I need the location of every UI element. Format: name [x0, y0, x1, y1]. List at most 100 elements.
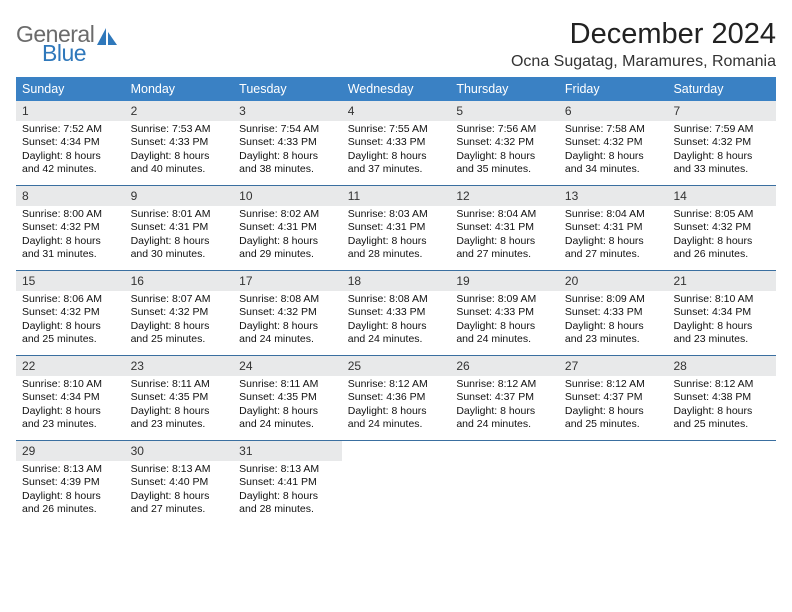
sunrise-line: Sunrise: 8:12 AM [456, 378, 553, 391]
sunrise-line: Sunrise: 8:12 AM [565, 378, 662, 391]
week-row: 1Sunrise: 7:52 AMSunset: 4:34 PMDaylight… [16, 101, 776, 186]
day-number: 14 [667, 186, 776, 206]
calendar-grid: SundayMondayTuesdayWednesdayThursdayFrid… [16, 77, 776, 525]
logo-sail-icon [97, 28, 119, 53]
location-subtitle: Ocna Sugatag, Maramures, Romania [511, 53, 776, 71]
sunset-line: Sunset: 4:32 PM [22, 221, 119, 234]
day-cell: 3Sunrise: 7:54 AMSunset: 4:33 PMDaylight… [233, 101, 342, 185]
day-cell: 28Sunrise: 8:12 AMSunset: 4:38 PMDayligh… [667, 356, 776, 440]
day-number: 21 [667, 271, 776, 291]
sunset-line: Sunset: 4:33 PM [131, 136, 228, 149]
day-body: Sunrise: 8:12 AMSunset: 4:37 PMDaylight:… [559, 376, 668, 435]
sunset-line: Sunset: 4:39 PM [22, 476, 119, 489]
daylight-line: Daylight: 8 hours and 42 minutes. [22, 150, 119, 177]
sunrise-line: Sunrise: 8:07 AM [131, 293, 228, 306]
day-body: Sunrise: 7:53 AMSunset: 4:33 PMDaylight:… [125, 121, 234, 180]
day-number: 16 [125, 271, 234, 291]
day-cell: 5Sunrise: 7:56 AMSunset: 4:32 PMDaylight… [450, 101, 559, 185]
day-cell: 22Sunrise: 8:10 AMSunset: 4:34 PMDayligh… [16, 356, 125, 440]
day-number: 25 [342, 356, 451, 376]
day-number: 15 [16, 271, 125, 291]
day-number: 20 [559, 271, 668, 291]
daylight-line: Daylight: 8 hours and 40 minutes. [131, 150, 228, 177]
day-number: 31 [233, 441, 342, 461]
day-body: Sunrise: 8:05 AMSunset: 4:32 PMDaylight:… [667, 206, 776, 265]
daylight-line: Daylight: 8 hours and 24 minutes. [348, 405, 445, 432]
sunrise-line: Sunrise: 8:00 AM [22, 208, 119, 221]
day-body: Sunrise: 8:04 AMSunset: 4:31 PMDaylight:… [559, 206, 668, 265]
day-cell: 12Sunrise: 8:04 AMSunset: 4:31 PMDayligh… [450, 186, 559, 270]
day-cell: 23Sunrise: 8:11 AMSunset: 4:35 PMDayligh… [125, 356, 234, 440]
sunrise-line: Sunrise: 7:59 AM [673, 123, 770, 136]
day-body: Sunrise: 8:06 AMSunset: 4:32 PMDaylight:… [16, 291, 125, 350]
daylight-line: Daylight: 8 hours and 27 minutes. [565, 235, 662, 262]
daylight-line: Daylight: 8 hours and 35 minutes. [456, 150, 553, 177]
empty-day-cell [667, 441, 776, 525]
day-body: Sunrise: 8:08 AMSunset: 4:33 PMDaylight:… [342, 291, 451, 350]
sunset-line: Sunset: 4:40 PM [131, 476, 228, 489]
day-cell: 8Sunrise: 8:00 AMSunset: 4:32 PMDaylight… [16, 186, 125, 270]
day-cell: 2Sunrise: 7:53 AMSunset: 4:33 PMDaylight… [125, 101, 234, 185]
sunrise-line: Sunrise: 8:11 AM [131, 378, 228, 391]
day-cell: 1Sunrise: 7:52 AMSunset: 4:34 PMDaylight… [16, 101, 125, 185]
day-cell: 26Sunrise: 8:12 AMSunset: 4:37 PMDayligh… [450, 356, 559, 440]
sunrise-line: Sunrise: 7:56 AM [456, 123, 553, 136]
sunrise-line: Sunrise: 8:10 AM [673, 293, 770, 306]
sunrise-line: Sunrise: 7:52 AM [22, 123, 119, 136]
day-number: 11 [342, 186, 451, 206]
week-row: 29Sunrise: 8:13 AMSunset: 4:39 PMDayligh… [16, 441, 776, 525]
dow-header-row: SundayMondayTuesdayWednesdayThursdayFrid… [16, 77, 776, 101]
day-cell: 6Sunrise: 7:58 AMSunset: 4:32 PMDaylight… [559, 101, 668, 185]
empty-day-cell [559, 441, 668, 525]
sunset-line: Sunset: 4:33 PM [456, 306, 553, 319]
empty-day-cell [342, 441, 451, 525]
sunset-line: Sunset: 4:34 PM [22, 136, 119, 149]
day-cell: 14Sunrise: 8:05 AMSunset: 4:32 PMDayligh… [667, 186, 776, 270]
logo-text: General Blue [16, 22, 94, 65]
day-body: Sunrise: 8:13 AMSunset: 4:40 PMDaylight:… [125, 461, 234, 520]
sunrise-line: Sunrise: 8:13 AM [22, 463, 119, 476]
sunset-line: Sunset: 4:34 PM [673, 306, 770, 319]
day-body: Sunrise: 8:13 AMSunset: 4:41 PMDaylight:… [233, 461, 342, 520]
day-cell: 24Sunrise: 8:11 AMSunset: 4:35 PMDayligh… [233, 356, 342, 440]
day-number: 13 [559, 186, 668, 206]
day-number: 7 [667, 101, 776, 121]
day-body: Sunrise: 8:07 AMSunset: 4:32 PMDaylight:… [125, 291, 234, 350]
calendar-page: General Blue December 2024 Ocna Sugatag,… [0, 0, 792, 541]
day-cell: 10Sunrise: 8:02 AMSunset: 4:31 PMDayligh… [233, 186, 342, 270]
daylight-line: Daylight: 8 hours and 24 minutes. [456, 405, 553, 432]
sunset-line: Sunset: 4:33 PM [348, 136, 445, 149]
sunrise-line: Sunrise: 8:09 AM [565, 293, 662, 306]
dow-header-cell: Tuesday [233, 77, 342, 101]
day-cell: 15Sunrise: 8:06 AMSunset: 4:32 PMDayligh… [16, 271, 125, 355]
sunrise-line: Sunrise: 8:12 AM [348, 378, 445, 391]
day-cell: 7Sunrise: 7:59 AMSunset: 4:32 PMDaylight… [667, 101, 776, 185]
sunset-line: Sunset: 4:31 PM [131, 221, 228, 234]
sunset-line: Sunset: 4:32 PM [673, 136, 770, 149]
sunrise-line: Sunrise: 8:13 AM [239, 463, 336, 476]
day-cell: 16Sunrise: 8:07 AMSunset: 4:32 PMDayligh… [125, 271, 234, 355]
day-body: Sunrise: 8:00 AMSunset: 4:32 PMDaylight:… [16, 206, 125, 265]
dow-header-cell: Friday [559, 77, 668, 101]
day-body: Sunrise: 8:12 AMSunset: 4:36 PMDaylight:… [342, 376, 451, 435]
day-cell: 30Sunrise: 8:13 AMSunset: 4:40 PMDayligh… [125, 441, 234, 525]
day-number: 3 [233, 101, 342, 121]
day-cell: 20Sunrise: 8:09 AMSunset: 4:33 PMDayligh… [559, 271, 668, 355]
sunrise-line: Sunrise: 8:05 AM [673, 208, 770, 221]
sunset-line: Sunset: 4:32 PM [565, 136, 662, 149]
day-body: Sunrise: 8:09 AMSunset: 4:33 PMDaylight:… [450, 291, 559, 350]
sunrise-line: Sunrise: 8:09 AM [456, 293, 553, 306]
day-body: Sunrise: 7:54 AMSunset: 4:33 PMDaylight:… [233, 121, 342, 180]
sunrise-line: Sunrise: 8:12 AM [673, 378, 770, 391]
day-number: 2 [125, 101, 234, 121]
sunrise-line: Sunrise: 8:08 AM [348, 293, 445, 306]
week-row: 8Sunrise: 8:00 AMSunset: 4:32 PMDaylight… [16, 186, 776, 271]
day-cell: 17Sunrise: 8:08 AMSunset: 4:32 PMDayligh… [233, 271, 342, 355]
sunset-line: Sunset: 4:32 PM [131, 306, 228, 319]
day-number: 26 [450, 356, 559, 376]
daylight-line: Daylight: 8 hours and 23 minutes. [565, 320, 662, 347]
daylight-line: Daylight: 8 hours and 24 minutes. [456, 320, 553, 347]
sunrise-line: Sunrise: 8:01 AM [131, 208, 228, 221]
day-cell: 19Sunrise: 8:09 AMSunset: 4:33 PMDayligh… [450, 271, 559, 355]
daylight-line: Daylight: 8 hours and 25 minutes. [131, 320, 228, 347]
